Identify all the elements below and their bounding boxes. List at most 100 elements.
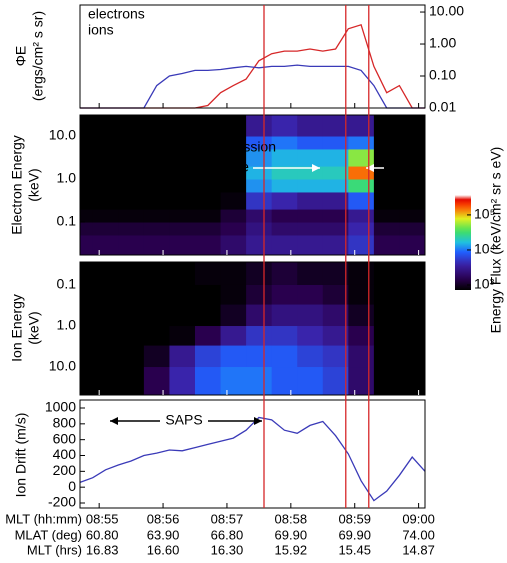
spectrogram-cell <box>80 209 94 223</box>
spectrogram-cell <box>373 284 400 306</box>
spectrogram-cell <box>80 367 94 395</box>
y-axis-label: Ion Energy <box>9 294 25 362</box>
spectrogram-cell <box>271 326 298 347</box>
spectrogram-cell <box>297 115 324 137</box>
x-tick-label: 16.60 <box>147 542 180 557</box>
spectrogram-cell <box>92 367 119 395</box>
x-tick-label: 74.00 <box>402 527 435 542</box>
spectrogram-cell <box>373 179 400 193</box>
x-tick-label: 69.90 <box>275 527 308 542</box>
panel-frame <box>79 114 426 256</box>
spectrogram-cell <box>399 115 425 137</box>
legend-entry: ions <box>88 22 114 38</box>
spectrogram-cell <box>246 345 273 368</box>
spectrogram-cell <box>220 148 247 167</box>
y-axis-label: Electron Energy <box>9 135 25 235</box>
spectrogram-cell <box>271 136 298 150</box>
spectrogram-cell <box>92 166 119 180</box>
spectrogram-cell <box>373 234 400 255</box>
series-line <box>79 416 426 502</box>
x-tick-label: 08:58 <box>275 511 308 526</box>
spectrogram-cell <box>80 326 94 347</box>
spectrogram-cell <box>399 345 425 368</box>
annotation: Diffuse Emission <box>172 139 276 155</box>
spectrogram-cell <box>118 191 145 210</box>
spectrogram-cell <box>220 262 247 286</box>
x-tick-label: 15.45 <box>338 542 371 557</box>
arrow-head <box>110 417 118 425</box>
spectrogram-cell <box>348 191 375 210</box>
spectrogram-cell <box>195 166 222 180</box>
spectrogram-cell <box>399 179 425 193</box>
spectrogram-cell <box>373 115 400 137</box>
spectrogram-cell <box>271 304 298 327</box>
spectrogram-cell <box>399 209 425 223</box>
spectrogram-cell <box>169 179 196 193</box>
y-tick-label: 0.1 <box>57 276 77 292</box>
x-tick-label: 09:00 <box>402 511 435 526</box>
spectrogram-cell <box>373 222 400 236</box>
spectrogram-cell <box>80 136 94 150</box>
spectrogram-cell <box>118 136 145 150</box>
spectrogram-cell <box>118 284 145 306</box>
spectrogram-cell <box>246 166 273 180</box>
spectrogram-cell <box>246 179 273 193</box>
spectrogram-cell <box>220 179 247 193</box>
spectrogram-cell <box>220 222 247 236</box>
y-tick-label: 10.0 <box>49 358 76 374</box>
x-tick-label: 08:56 <box>147 511 180 526</box>
spectrogram-cell <box>399 148 425 167</box>
spectrogram-cell <box>118 166 145 180</box>
spectrogram-cell <box>118 148 145 167</box>
spectrogram-cell <box>399 304 425 327</box>
spectrogram-cell <box>80 304 94 327</box>
arrow-head <box>366 164 374 172</box>
spectrogram-cell <box>246 209 273 223</box>
panel-frame <box>79 4 426 109</box>
spectrogram-cell <box>143 304 170 327</box>
spectrogram-cell <box>195 136 222 150</box>
spectrogram-cell <box>322 304 349 327</box>
spectrogram-cell <box>322 179 349 193</box>
spectrogram-cell <box>92 284 119 306</box>
annotation: Tongue <box>203 159 249 175</box>
y-tick-label: 0.10 <box>429 67 456 83</box>
spectrogram-cell <box>80 222 94 236</box>
spectrogram-cell <box>297 345 324 368</box>
spectrogram-cell <box>246 326 273 347</box>
spectrogram-cell <box>143 345 170 368</box>
spectrogram-cell <box>399 326 425 347</box>
spectrogram-cell <box>169 234 196 255</box>
spectrogram-cell <box>322 345 349 368</box>
spectrogram-cell <box>373 304 400 327</box>
spectrogram-cell <box>92 222 119 236</box>
spectrogram-cell <box>80 166 94 180</box>
spectrogram-cell <box>322 367 349 395</box>
spectrogram-cell <box>373 166 400 180</box>
spectrogram-cell <box>80 191 94 210</box>
spectrogram-cell <box>118 262 145 286</box>
y-tick-label: 0.01 <box>429 99 456 115</box>
colorbar-tick-label: 10⁵ <box>474 206 495 222</box>
spectrogram-cell <box>246 222 273 236</box>
spectrogram-cell <box>92 148 119 167</box>
x-tick-label: 16.30 <box>211 542 244 557</box>
spectrogram-cell <box>322 136 349 150</box>
spectrogram-cell <box>143 284 170 306</box>
spectrogram-cell <box>143 222 170 236</box>
spectrogram-cell <box>246 136 273 150</box>
y-tick-label: 1.0 <box>57 170 77 186</box>
row-header: MLT (hrs) <box>27 542 82 557</box>
spectrogram-cell <box>297 179 324 193</box>
spectrogram-cell <box>373 262 400 286</box>
spectrogram-cell <box>143 115 170 137</box>
spectrogram-cell <box>195 148 222 167</box>
row-header: MLAT (deg) <box>15 527 82 542</box>
spectrogram-cell <box>246 367 273 395</box>
spectrogram-cell <box>399 191 425 210</box>
spectrogram-cell <box>271 262 298 286</box>
spectrogram-cell <box>271 222 298 236</box>
spectrogram-cell <box>118 345 145 368</box>
spectrogram-cell <box>348 234 375 255</box>
